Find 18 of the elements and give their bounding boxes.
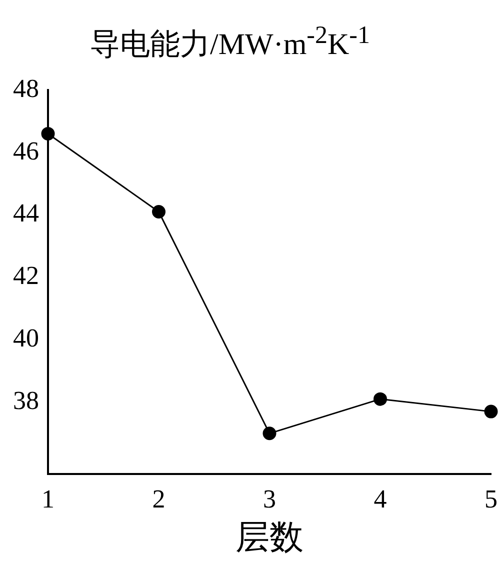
point [484, 404, 498, 418]
point [374, 392, 387, 406]
x-tick-label: 4 [374, 484, 387, 514]
y-tick-label: 48 [13, 74, 39, 103]
chart-title: 导电能力/MW·m$^{-2}$K$^{-1}$ [90, 22, 370, 63]
y-tick-label: 46 [13, 136, 39, 166]
x-tick-label: 2 [152, 484, 166, 514]
x-tick-label: 1 [42, 484, 54, 514]
y-tick-label: 44 [13, 198, 39, 228]
point [262, 426, 276, 440]
point [41, 126, 55, 140]
point [152, 205, 166, 219]
y-tick-label: 40 [13, 324, 39, 353]
y-tick-label: 38 [13, 386, 39, 416]
y-tick-label: 42 [13, 261, 39, 290]
x-tick-label: 3 [263, 484, 276, 514]
x-axis-title: 层数 [236, 520, 304, 557]
x-tick-label: 5 [484, 484, 498, 514]
